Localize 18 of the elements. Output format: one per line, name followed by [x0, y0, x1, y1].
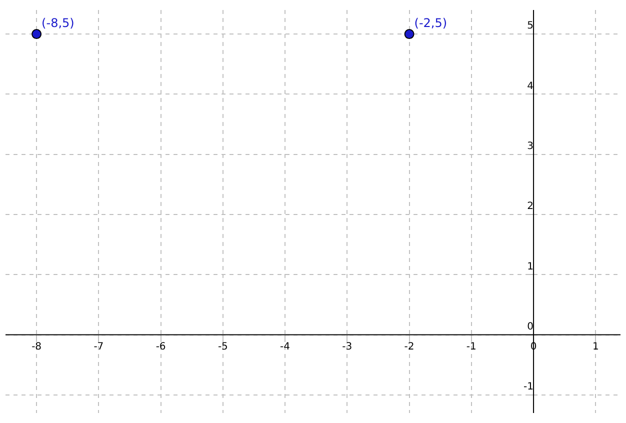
x-tick-label: -7: [94, 341, 104, 352]
y-tick-label: 1: [527, 261, 534, 272]
y-tick-label: -1: [524, 382, 534, 393]
y-tick-label: 0: [527, 321, 534, 332]
x-tick-label: -2: [404, 341, 414, 352]
x-tick-label: -8: [32, 341, 42, 352]
x-tick-label: -3: [342, 341, 352, 352]
annotation: (-8,5): [42, 16, 74, 30]
y-tick-label: 2: [527, 201, 534, 212]
x-tick-label: -5: [218, 341, 228, 352]
annotation: (-2,5): [414, 16, 448, 30]
x-tick-label: -4: [280, 341, 290, 352]
x-tick-label: -1: [466, 341, 476, 352]
y-tick-label: 4: [527, 80, 534, 92]
y-tick-label: 5: [527, 20, 534, 32]
y-tick-label: 3: [527, 140, 534, 152]
x-tick-label: 1: [592, 341, 599, 352]
x-tick-label: -6: [156, 341, 166, 352]
